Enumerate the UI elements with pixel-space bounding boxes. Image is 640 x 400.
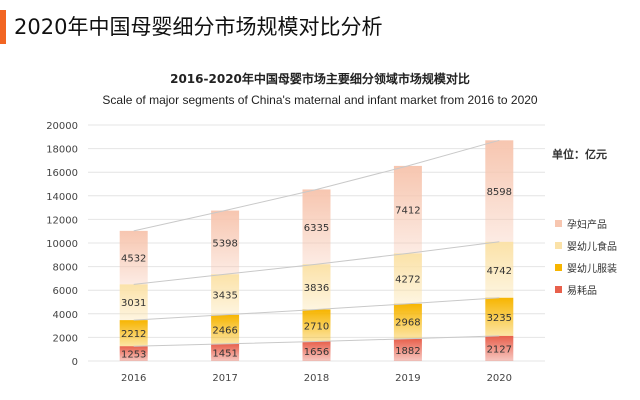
legend-label: 孕妇产品	[567, 219, 607, 231]
x-tick-label: 2016	[121, 373, 146, 384]
y-tick-label: 2000	[53, 333, 78, 344]
bar-segment	[485, 297, 514, 336]
page-title: 2020年中国母婴细分市场规模对比分析	[14, 15, 383, 39]
legend-swatch	[555, 285, 562, 293]
legend-swatch	[555, 263, 562, 271]
bar-segment	[485, 140, 514, 242]
legend-label: 婴幼儿食品	[567, 241, 617, 253]
y-tick-label: 18000	[46, 145, 78, 156]
data-label: 1656	[304, 347, 329, 358]
data-label: 3435	[212, 291, 237, 302]
data-label: 2466	[212, 325, 237, 336]
data-label: 1451	[212, 348, 237, 359]
trend-line	[133, 139, 500, 232]
legend-item: 婴幼儿食品	[555, 234, 617, 256]
data-label: 7412	[395, 206, 420, 217]
y-tick-label: 8000	[53, 263, 78, 274]
data-label: 4532	[121, 254, 146, 265]
bar-segment	[302, 341, 331, 361]
y-tick-label: 14000	[46, 192, 78, 203]
bar-segment	[302, 189, 331, 265]
bar-segment	[119, 230, 148, 285]
x-tick-label: 2018	[304, 373, 329, 384]
legend-label: 易耗品	[567, 285, 597, 297]
y-tick-label: 0	[72, 357, 78, 368]
y-tick-label: 16000	[46, 168, 78, 179]
bar-segment	[485, 335, 514, 361]
bar-segment	[485, 241, 514, 298]
bar-segment	[119, 320, 148, 347]
legend-item: 孕妇产品	[555, 212, 617, 234]
y-tick-label: 4000	[53, 310, 78, 321]
data-label: 6335	[304, 223, 329, 234]
y-tick-label: 20000	[46, 121, 78, 132]
data-label: 1253	[121, 350, 146, 361]
data-label: 4272	[395, 275, 420, 286]
title-accent-bar	[0, 10, 6, 44]
legend-item: 易耗品	[555, 278, 617, 300]
bar-segment	[393, 165, 422, 254]
bar-segment	[119, 346, 148, 361]
data-label: 2968	[395, 317, 420, 328]
x-tick-label: 2017	[212, 373, 237, 384]
trend-line	[133, 241, 500, 285]
legend-swatch	[555, 241, 562, 249]
data-label: 2127	[487, 344, 512, 355]
bar-segment	[211, 343, 240, 361]
y-tick-label: 10000	[46, 239, 78, 250]
x-tick-label: 2020	[487, 373, 512, 384]
x-tick-label: 2019	[395, 373, 420, 384]
bar-segment	[393, 303, 422, 339]
chart-title: 2016-2020年中国母婴市场主要细分领域市场规模对比	[170, 72, 470, 86]
chart-subtitle: Scale of major segments of China's mater…	[102, 93, 538, 107]
legend-swatch	[555, 219, 562, 227]
y-tick-label: 6000	[53, 286, 78, 297]
legend-item: 婴幼儿服装	[555, 256, 617, 278]
legend-label: 婴幼儿服装	[567, 263, 617, 275]
trend-line	[133, 297, 500, 321]
data-label: 2710	[304, 321, 329, 332]
data-label: 2212	[121, 329, 146, 340]
bar-segment	[302, 309, 331, 342]
trend-line	[133, 335, 500, 347]
data-label: 3031	[121, 298, 146, 309]
data-label: 3836	[304, 283, 329, 294]
data-label: 3235	[487, 313, 512, 324]
data-label: 1882	[395, 346, 420, 357]
unit-label: 单位：亿元	[552, 148, 607, 161]
bar-segment	[211, 210, 240, 275]
bar-segment	[393, 338, 422, 361]
bar-segment	[211, 274, 240, 315]
data-label: 8598	[487, 187, 512, 198]
data-label: 5398	[212, 238, 237, 249]
bar-segment	[211, 314, 240, 344]
bar-segment	[119, 284, 148, 321]
bar-segment	[302, 264, 331, 310]
data-label: 4742	[487, 266, 512, 277]
bar-segment	[393, 253, 422, 304]
y-tick-label: 12000	[46, 215, 78, 226]
chart-legend: 孕妇产品婴幼儿食品婴幼儿服装易耗品	[555, 212, 617, 300]
